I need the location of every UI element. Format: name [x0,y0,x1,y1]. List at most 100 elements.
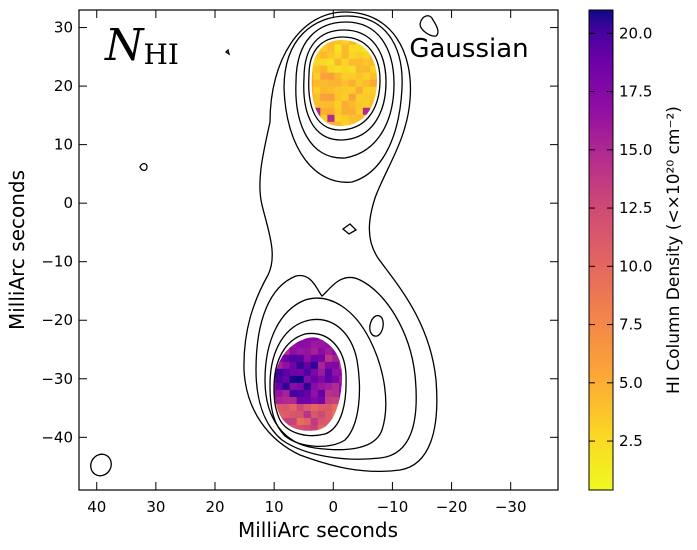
contour-north-3 [295,21,395,159]
heatmap-cell [325,403,333,411]
heatmap-cell [282,361,291,369]
x-tick-label: 0 [329,498,339,516]
heatmap-cell [310,347,319,355]
heatmap-cell [282,396,291,404]
heatmap-cell [332,368,340,376]
heatmap-cell [355,72,364,80]
heatmap-cell [355,100,364,108]
x-tick-label: 40 [87,498,106,516]
heatmap-cell [311,79,314,87]
heatmap-cell [296,417,305,426]
heatmap-cell [296,382,305,390]
heatmap-cell [275,389,284,397]
heatmap-cell [311,93,314,101]
contour-north-4 [283,15,403,183]
heatmap-cell [327,72,336,80]
heatmap-cell [310,382,319,390]
heatmap-cell [355,79,364,87]
heatmap-cell [320,50,328,59]
y-tick-label: −10 [41,253,73,271]
heatmap-cell [317,389,326,397]
heatmap-cell [348,100,357,108]
x-tick-label: −10 [377,498,409,516]
heatmap-cell [282,403,291,411]
heatmap-cell [320,107,328,115]
heatmap-cell [334,93,343,101]
heatmap-cell [320,93,328,101]
y-tick-label: −40 [41,428,73,446]
plot-frame [78,9,559,491]
heatmap-cell [275,396,284,404]
heatmap-cell [296,403,305,411]
heatmap-cell [311,72,314,80]
heatmap-cell [275,382,284,390]
heatmap-cell [332,375,340,383]
heatmap-cell [355,50,364,59]
heatmap-cell [303,410,312,419]
contour-south-2 [269,318,361,448]
colorbar-tick-label: 5.0 [619,374,643,392]
heatmap-cell [348,86,357,94]
heatmap-cell [317,417,326,426]
heatmap-cell [334,58,343,66]
heatmap-cell [341,86,350,94]
heatmap-cell [341,121,350,127]
heatmap-cell [327,58,336,66]
heatmap-cell [327,100,336,108]
contour-outer [243,11,438,473]
colorbar-tick-label: 20.0 [619,24,652,42]
heatmap-cell [313,58,321,66]
heatmap-cell [348,43,357,52]
heatmap-cell [313,107,321,115]
heatmap-cell [303,382,312,390]
heatmap-cell [296,347,305,355]
quantity-symbol: N [104,20,145,71]
heatmap-cell [348,121,357,127]
heatmap-cell [332,396,340,404]
heatmap-cell [332,389,340,397]
heatmap-cell [310,368,319,376]
heatmap-cell [303,340,312,348]
heatmap-cell [303,403,312,411]
heatmap-cell [362,107,371,115]
heatmap-cell [339,382,343,390]
heatmap-cell [303,368,312,376]
heatmap-cell [310,389,319,397]
heatmap-cell [334,40,343,45]
heatmap-cell [325,396,333,404]
contour-south-1 [273,332,347,437]
heatmap-cell [313,50,321,59]
heatmap-cell [275,361,284,369]
heatmap-cell [310,354,319,362]
heatmap-cell [362,72,371,80]
heatmap-cell [282,382,291,390]
x-tick-label: −20 [436,498,468,516]
heatmap-cell [289,403,298,411]
heatmap-cell [341,79,350,87]
heatmap-cell [362,79,371,87]
heatmap-cell [289,396,298,404]
contour-north-1 [308,36,381,131]
heatmap-cell [282,354,291,362]
heatmap-cell [303,354,312,362]
heatmap-cell [303,375,312,383]
x-tick-label: 30 [146,498,165,516]
heatmap-cell [355,58,364,66]
heatmap-cell [317,410,326,419]
heatmap-cell [362,65,371,73]
heatmap-cell [310,396,319,404]
heatmap-cell [310,410,319,419]
heatmap-cell [348,58,357,66]
heatmap-cell [325,354,333,362]
heatmap-cell [296,340,305,348]
heatmap-cell [325,389,333,397]
heatmap-cell [310,417,319,426]
heatmap-cell [313,100,321,108]
colorbar-tick-label: 17.5 [619,83,652,101]
quantity-subscript: HI [144,38,179,71]
heatmap-cell [341,100,350,108]
heatmap-cell [289,410,298,419]
heatmap-cell [296,368,305,376]
heatmap-cell [317,368,326,376]
heatmap-cell [327,86,336,94]
